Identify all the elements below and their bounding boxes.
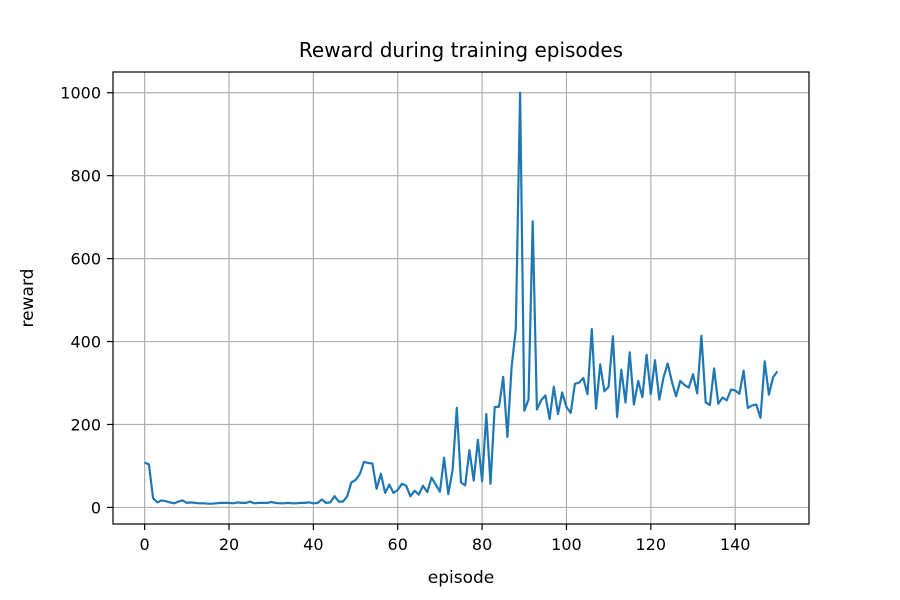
- x-tick-label: 80: [472, 535, 492, 554]
- axis-ticks: 0 20 40 60 80 100 120 140 0 200 400 600 800 1000: [60, 84, 750, 554]
- y-tick-label: 600: [70, 250, 101, 269]
- y-tick-label: 800: [70, 167, 101, 186]
- grid-lines: [113, 72, 809, 524]
- series-layer: [144, 91, 779, 505]
- y-tick-label: 1000: [60, 84, 101, 103]
- x-tick-label: 120: [636, 535, 667, 554]
- chart-title: Reward during training episodes: [299, 38, 623, 62]
- y-axis-label: reward: [18, 269, 38, 328]
- y-tick-label: 0: [91, 498, 101, 517]
- plot-area-frame: [112, 71, 810, 525]
- x-tick-label: 140: [720, 535, 751, 554]
- series-line: [144, 91, 779, 505]
- x-tick-label: 40: [303, 535, 323, 554]
- x-tick-label: 20: [219, 535, 239, 554]
- x-tick-label: 100: [551, 535, 582, 554]
- y-tick-label: 400: [70, 333, 101, 352]
- x-tick-label: 60: [388, 535, 408, 554]
- x-axis-label: episode: [428, 568, 494, 588]
- x-tick-label: 0: [140, 535, 150, 554]
- y-tick-label: 200: [70, 415, 101, 434]
